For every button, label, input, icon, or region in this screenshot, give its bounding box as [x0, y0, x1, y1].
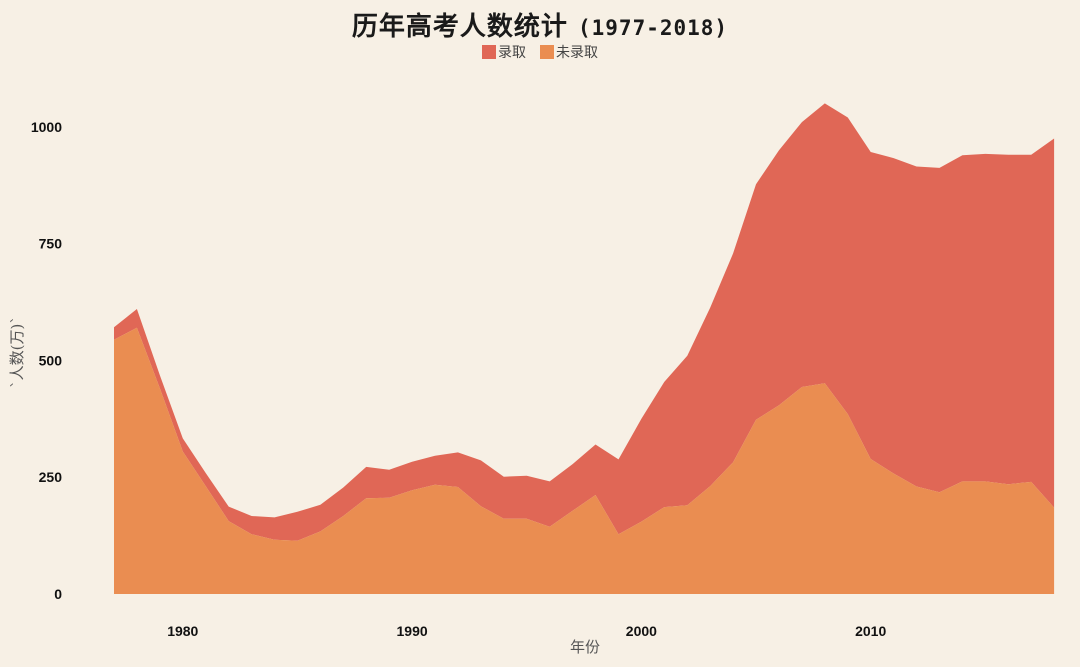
x-axis-label: 年份 [570, 638, 600, 656]
area-series [114, 103, 1055, 594]
y-axis-label: `人数(万)` [8, 316, 26, 388]
legend-item-admitted[interactable]: 录取 [482, 42, 526, 62]
y-tick-label: 0 [54, 586, 62, 602]
chart-title-text: 历年高考人数统计 [351, 12, 568, 42]
x-axis-ticks: 1980 1990 2000 2010 [167, 623, 886, 639]
y-tick-label: 250 [39, 469, 63, 485]
x-tick-label: 1980 [167, 623, 198, 639]
legend-swatch-not-admitted [540, 45, 554, 59]
x-tick-label: 2010 [855, 623, 886, 639]
y-tick-label: 1000 [31, 119, 62, 135]
chart-title: 历年高考人数统计 (1977-2018) [0, 6, 1080, 43]
legend-label-not-admitted: 未录取 [556, 45, 598, 61]
legend-swatch-admitted [482, 45, 496, 59]
legend: 录取 未录取 [0, 42, 1080, 62]
y-tick-label: 750 [39, 236, 63, 252]
chart-title-years: (1977-2018) [578, 16, 729, 40]
y-axis-ticks: 0 250 500 750 1000 [31, 119, 62, 602]
legend-item-not-admitted[interactable]: 未录取 [540, 42, 598, 62]
x-tick-label: 1990 [397, 623, 428, 639]
x-tick-label: 2000 [626, 623, 657, 639]
y-tick-label: 500 [39, 352, 63, 368]
area-admitted [114, 103, 1055, 541]
legend-label-admitted: 录取 [498, 45, 526, 61]
area-not-admitted [114, 327, 1055, 594]
